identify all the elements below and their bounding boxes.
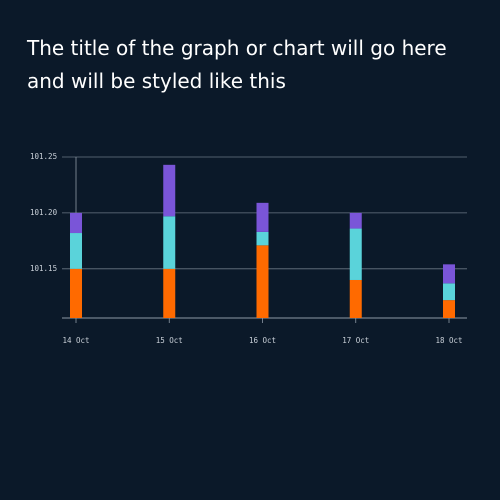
bar-segment xyxy=(349,212,362,229)
y-tick-label: 101.20 xyxy=(30,208,58,217)
x-tick-label: 14 Oct xyxy=(62,336,89,345)
bar-segment xyxy=(443,264,455,284)
bar-segment xyxy=(443,300,455,318)
bar-segment xyxy=(70,268,82,318)
chart-title: The title of the graph or chart will go … xyxy=(27,36,447,93)
x-tick-label: 17 Oct xyxy=(342,336,369,345)
bar-segment xyxy=(70,212,82,234)
bar-segment xyxy=(256,202,269,232)
bar-segment xyxy=(349,279,362,318)
bar-segment xyxy=(163,216,176,269)
bar-segment xyxy=(256,245,269,318)
bar-segment xyxy=(163,164,176,217)
bar-segment xyxy=(163,268,176,318)
x-tick-label: 15 Oct xyxy=(156,336,183,345)
x-tick-label: 16 Oct xyxy=(249,336,276,345)
bar-segment xyxy=(256,231,269,246)
y-tick-label: 101.15 xyxy=(30,264,57,273)
bar-segment xyxy=(70,233,82,269)
bar-segment xyxy=(443,283,455,301)
y-tick-label: 101.25 xyxy=(30,152,57,161)
bar-segment xyxy=(349,228,362,280)
x-tick-label: 18 Oct xyxy=(435,336,462,345)
